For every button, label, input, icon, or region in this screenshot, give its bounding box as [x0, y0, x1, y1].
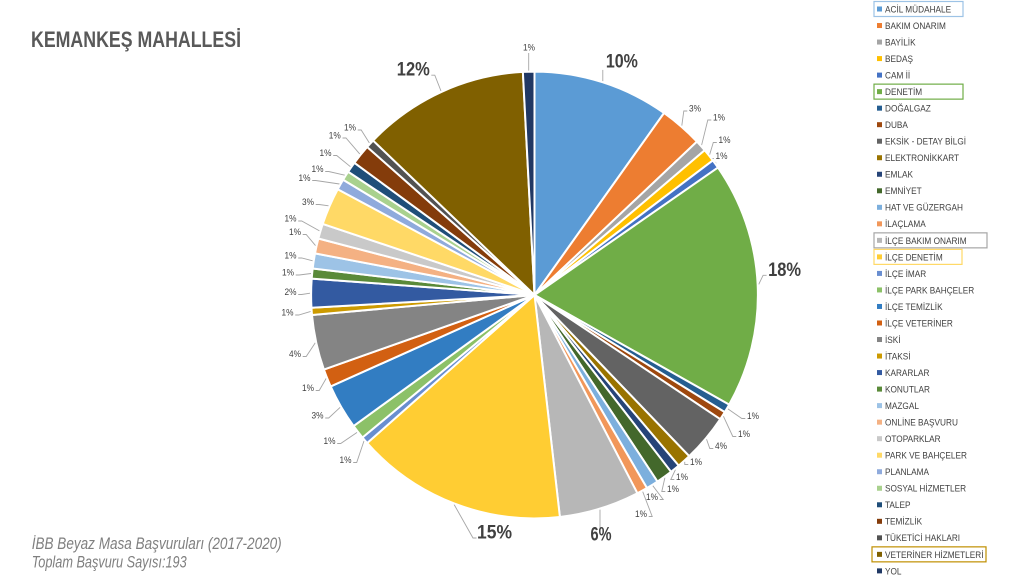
svg-text:1%: 1% [635, 509, 647, 520]
svg-text:1%: 1% [713, 113, 725, 124]
svg-text:MAZGAL: MAZGAL [885, 401, 919, 412]
svg-text:KONUTLAR: KONUTLAR [885, 385, 930, 396]
svg-text:6%: 6% [591, 525, 612, 546]
svg-text:İTAKSİ: İTAKSİ [885, 351, 911, 362]
svg-text:1%: 1% [344, 123, 356, 134]
svg-text:HAT VE GÜZERGAH: HAT VE GÜZERGAH [885, 203, 963, 214]
svg-text:KEMANKEŞ MAHALLESİ: KEMANKEŞ MAHALLESİ [31, 27, 241, 52]
svg-text:18%: 18% [768, 260, 801, 281]
svg-text:TÜKETİCİ HAKLARI: TÜKETİCİ HAKLARI [885, 533, 960, 544]
svg-text:EMNİYET: EMNİYET [885, 186, 922, 197]
svg-text:İLÇE BAKIM ONARIM: İLÇE BAKIM ONARIM [885, 236, 967, 247]
svg-text:1%: 1% [340, 455, 352, 466]
svg-text:DOĞALGAZ: DOĞALGAZ [885, 104, 931, 115]
svg-text:1%: 1% [299, 173, 311, 184]
svg-text:1%: 1% [719, 135, 731, 146]
svg-text:VETERİNER HİZMETLERİ: VETERİNER HİZMETLERİ [885, 550, 984, 561]
svg-text:YOL: YOL [885, 566, 902, 577]
svg-text:1%: 1% [747, 411, 759, 422]
svg-text:ACİL MÜDAHALE: ACİL MÜDAHALE [885, 4, 951, 15]
svg-text:EKSİK - DETAY BİLGİ: EKSİK - DETAY BİLGİ [885, 137, 966, 148]
svg-text:1%: 1% [646, 492, 658, 503]
svg-text:1%: 1% [302, 383, 314, 394]
svg-text:1%: 1% [738, 429, 750, 440]
svg-text:KARARLAR: KARARLAR [885, 368, 930, 379]
svg-text:BAKIM ONARIM: BAKIM ONARIM [885, 21, 946, 32]
svg-text:1%: 1% [324, 436, 336, 447]
svg-text:BEDAŞ: BEDAŞ [885, 54, 913, 65]
svg-text:1%: 1% [285, 251, 297, 262]
svg-text:İLÇE DENETİM: İLÇE DENETİM [885, 252, 943, 263]
svg-text:EMLAK: EMLAK [885, 170, 914, 181]
svg-text:4%: 4% [715, 441, 727, 452]
svg-text:İBB Beyaz Masa Başvuruları (20: İBB Beyaz Masa Başvuruları (2017-2020) [32, 534, 282, 553]
svg-text:1%: 1% [285, 214, 297, 225]
svg-text:3%: 3% [312, 411, 324, 422]
svg-text:İLÇE TEMİZLİK: İLÇE TEMİZLİK [885, 302, 943, 313]
svg-text:PARK VE BAHÇELER: PARK VE BAHÇELER [885, 451, 967, 462]
svg-text:ELEKTRONİKKART: ELEKTRONİKKART [885, 153, 959, 164]
svg-text:DUBA: DUBA [885, 120, 908, 131]
svg-text:BAYİLİK: BAYİLİK [885, 37, 916, 48]
svg-text:1%: 1% [329, 131, 341, 142]
svg-text:1%: 1% [716, 151, 728, 162]
svg-text:PLANLAMA: PLANLAMA [885, 467, 930, 478]
svg-text:4%: 4% [289, 349, 301, 360]
svg-text:15%: 15% [477, 523, 512, 544]
svg-text:TALEP: TALEP [885, 500, 911, 511]
svg-text:3%: 3% [689, 104, 701, 115]
svg-text:3%: 3% [302, 197, 314, 208]
svg-text:1%: 1% [282, 268, 294, 279]
svg-text:1%: 1% [676, 472, 688, 483]
svg-text:TEMİZLİK: TEMİZLİK [885, 517, 923, 528]
svg-text:İLAÇLAMA: İLAÇLAMA [885, 219, 926, 230]
svg-text:1%: 1% [289, 227, 301, 238]
svg-text:10%: 10% [606, 51, 638, 72]
svg-text:12%: 12% [397, 60, 430, 81]
svg-text:1%: 1% [312, 164, 324, 175]
svg-text:1%: 1% [320, 148, 332, 159]
svg-text:1%: 1% [667, 484, 679, 495]
svg-text:1%: 1% [690, 457, 702, 468]
svg-text:İLÇE VETERİNER: İLÇE VETERİNER [885, 318, 953, 329]
svg-text:İLÇE İMAR: İLÇE İMAR [885, 269, 926, 280]
svg-text:İLÇE PARK BAHÇELER: İLÇE PARK BAHÇELER [885, 285, 974, 296]
svg-text:1%: 1% [282, 308, 294, 319]
svg-text:ONLİNE BAŞVURU: ONLİNE BAŞVURU [885, 418, 958, 429]
svg-text:SOSYAL HİZMETLER: SOSYAL HİZMETLER [885, 484, 966, 495]
svg-text:DENETİM: DENETİM [885, 87, 922, 98]
svg-text:CAM İİ: CAM İİ [885, 71, 910, 82]
svg-text:2%: 2% [285, 287, 297, 298]
svg-text:OTOPARKLAR: OTOPARKLAR [885, 434, 941, 445]
svg-text:1%: 1% [523, 43, 535, 54]
svg-text:Toplam Başvuru Sayısı:193: Toplam Başvuru Sayısı:193 [32, 553, 187, 572]
svg-text:İSKİ: İSKİ [885, 335, 901, 346]
